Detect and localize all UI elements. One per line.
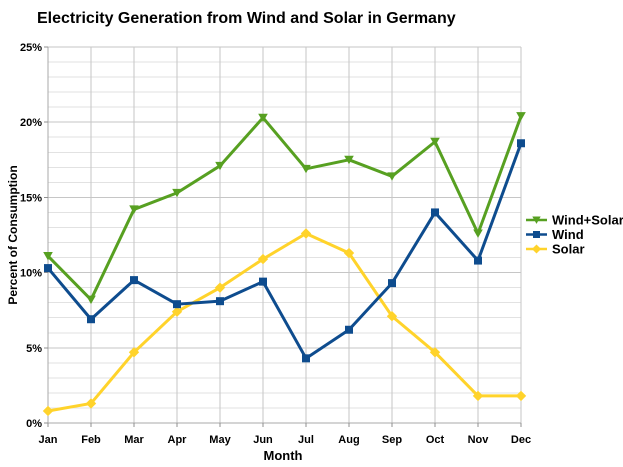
x-tick-label: Jul <box>298 434 314 446</box>
data-point-wind-Jul <box>302 354 310 363</box>
data-point-wind-Dec <box>517 139 525 148</box>
data-point-wind-solar-Aug <box>344 155 354 165</box>
data-point-solar-Feb <box>85 398 97 409</box>
x-tick-label: Sep <box>382 434 402 446</box>
x-tick-label: Nov <box>468 434 490 446</box>
data-point-wind-Jan <box>44 264 52 273</box>
data-point-wind-Feb <box>87 315 95 324</box>
data-point-wind-Mar <box>130 276 138 285</box>
x-tick-label: Jun <box>253 434 273 446</box>
data-point-wind-solar-Jan <box>43 252 53 261</box>
data-point-wind-solar-Jul <box>301 164 311 174</box>
data-point-solar-Jul <box>300 228 312 239</box>
data-point-wind-solar-Oct <box>430 137 440 147</box>
y-tick-label: 20% <box>20 117 42 129</box>
data-point-wind-Nov <box>474 256 482 265</box>
data-point-wind-solar-Feb <box>86 295 96 305</box>
x-tick-label: Apr <box>168 434 188 446</box>
data-point-wind-solar-Apr <box>172 188 182 198</box>
data-point-wind-Oct <box>431 208 439 217</box>
series-line-solar <box>46 231 523 413</box>
x-tick-label: Jan <box>39 434 58 446</box>
data-point-wind-solar-Mar <box>129 205 139 214</box>
x-tick-label: Mar <box>124 434 144 446</box>
legend-marker-wind <box>533 231 540 238</box>
y-tick-label: 5% <box>26 343 42 355</box>
data-point-solar-Jan <box>42 405 54 417</box>
data-point-solar-Sep <box>386 311 398 322</box>
x-tick-label: Dec <box>511 434 531 446</box>
data-point-wind-solar-Nov <box>473 229 483 238</box>
x-tick-label: Aug <box>338 434 359 446</box>
data-point-wind-solar-Sep <box>387 172 397 181</box>
y-tick-label: 0% <box>26 418 42 430</box>
y-axis-title: Percent of Consumption <box>6 165 20 305</box>
data-point-wind-solar-Dec <box>516 112 526 121</box>
y-tick-label: 25% <box>20 42 42 54</box>
data-point-solar-Apr <box>171 306 183 317</box>
data-point-solar-Mar <box>128 347 140 358</box>
legend-marker-solar <box>531 244 542 254</box>
data-point-wind-Apr <box>173 300 181 309</box>
data-point-solar-Jun <box>257 253 269 265</box>
data-point-wind-solar-May <box>215 161 225 171</box>
x-axis-title: Month <box>263 448 303 463</box>
legend-marker-wind-solar <box>532 216 541 224</box>
data-point-wind-Sep <box>388 279 396 288</box>
data-point-wind-Aug <box>345 325 353 334</box>
y-tick-label: 15% <box>20 192 42 204</box>
data-point-solar-May <box>214 282 226 293</box>
legend-label-solar: Solar <box>552 242 585 257</box>
x-tick-label: Oct <box>426 434 445 446</box>
data-point-wind-May <box>216 297 224 306</box>
data-point-wind-Jun <box>259 277 267 286</box>
x-tick-label: Feb <box>81 434 101 446</box>
y-tick-label: 10% <box>20 268 42 280</box>
legend-label-wind-solar: Wind+Solar <box>552 213 623 228</box>
x-tick-label: May <box>209 434 231 446</box>
data-point-wind-solar-Jun <box>258 113 268 123</box>
chart-title: Electricity Generation from Wind and Sol… <box>37 10 456 27</box>
data-point-solar-Dec <box>515 390 527 402</box>
data-point-solar-Aug <box>343 247 355 259</box>
data-point-solar-Nov <box>472 390 484 402</box>
data-point-solar-Oct <box>429 347 441 358</box>
series-line-wind-solar <box>46 114 523 302</box>
series-line-wind <box>46 141 523 360</box>
legend-label-wind: Wind <box>552 227 584 242</box>
